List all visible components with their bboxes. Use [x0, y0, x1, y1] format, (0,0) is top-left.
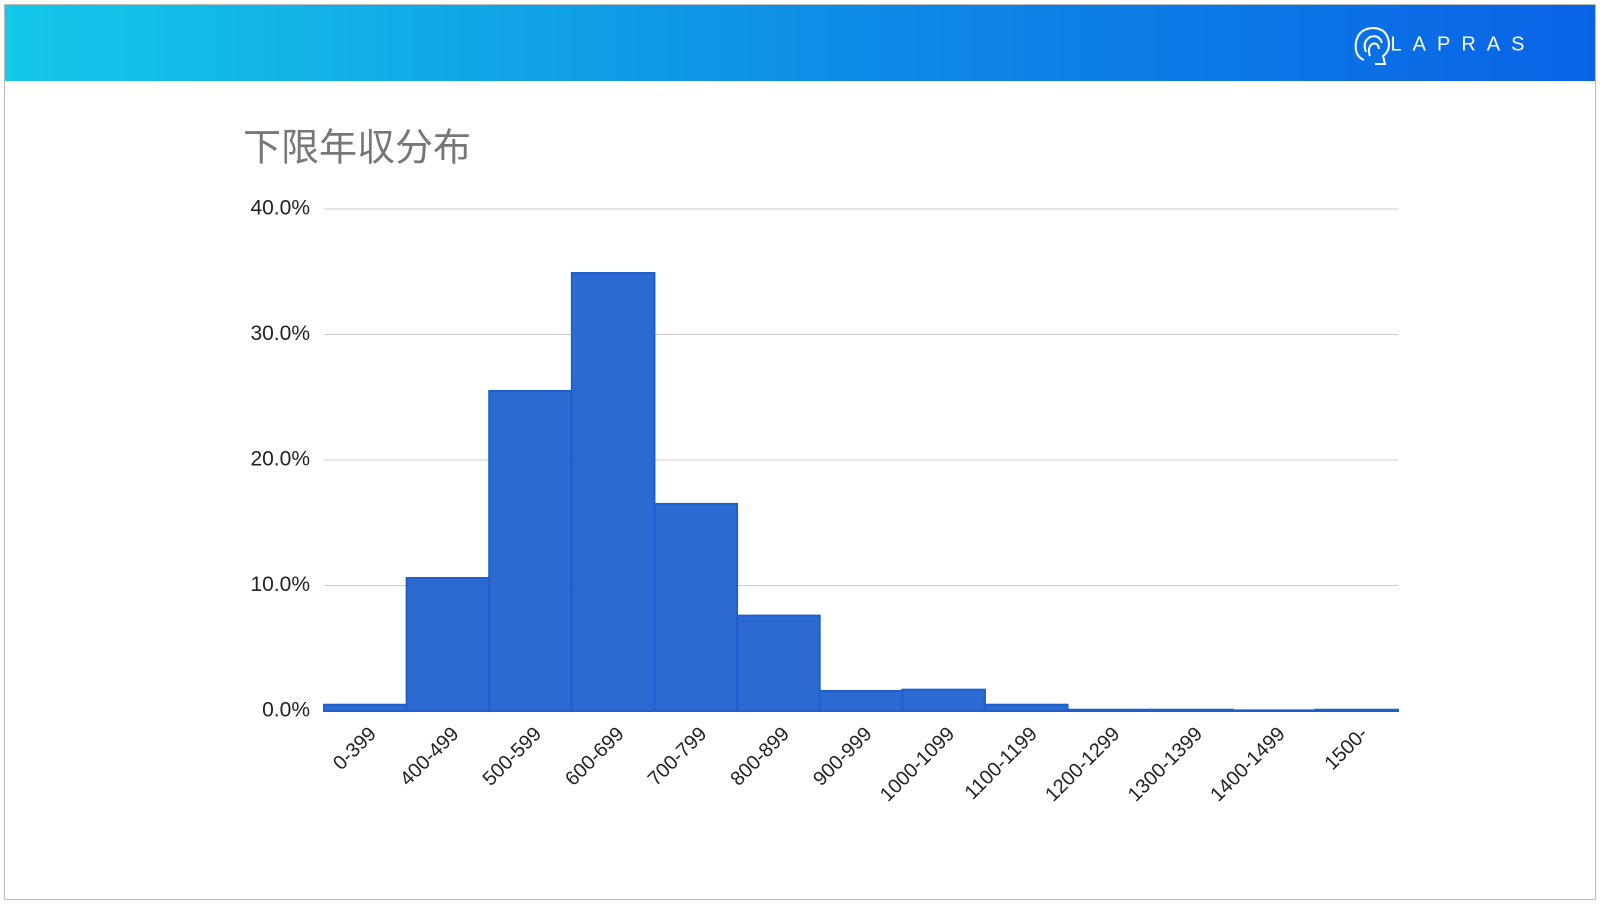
y-tick-label: 20.0%	[250, 448, 310, 471]
y-tick-label: 0.0%	[262, 699, 310, 722]
bar	[818, 689, 904, 712]
bar	[1231, 709, 1317, 712]
y-tick-label: 40.0%	[250, 197, 310, 220]
bar	[653, 502, 739, 712]
chart-title: 下限年収分布	[243, 126, 471, 170]
bar	[323, 703, 408, 712]
bar	[736, 614, 821, 712]
bar	[901, 688, 986, 712]
bar	[1066, 708, 1152, 712]
bar	[1314, 708, 1400, 712]
header-bar	[5, 5, 1595, 81]
bar	[983, 703, 1069, 712]
bar	[488, 389, 573, 712]
logo-icon	[1354, 26, 1391, 65]
bar	[405, 576, 491, 712]
bar	[1149, 708, 1234, 712]
bar	[570, 272, 656, 712]
y-tick-label: 30.0%	[250, 322, 310, 345]
y-tick-label: 10.0%	[250, 573, 310, 596]
slide-border	[4, 4, 1596, 900]
logo-text: LAPRAS	[1391, 33, 1536, 55]
